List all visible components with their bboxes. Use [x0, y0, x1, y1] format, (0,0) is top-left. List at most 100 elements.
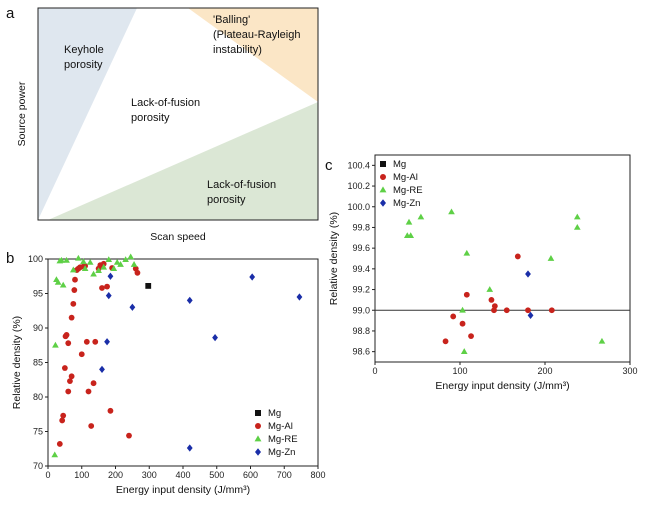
- mg-al-data-point: [59, 417, 66, 424]
- mg-re-data-point: [75, 254, 82, 261]
- y-axis-title: Relative density (%): [328, 212, 340, 305]
- mg-al-data-point: [70, 300, 77, 307]
- legend-marker-mg-zn: [255, 448, 261, 456]
- mg-al-data-point: [56, 441, 63, 447]
- mg-re-data-point: [69, 266, 77, 273]
- legend-label-mg-re: Mg-RE: [393, 185, 423, 196]
- mg-re-data-point: [573, 223, 581, 230]
- legend-marker-mg-re: [254, 435, 262, 442]
- y-tick-label: 99.4: [352, 264, 370, 274]
- panel-c-plot-frame: [374, 154, 631, 363]
- mg-zn-data-point: [249, 273, 256, 281]
- x-tick-label: 200: [108, 470, 123, 480]
- mg-al-data-point: [503, 307, 510, 314]
- mg-re-data-point: [117, 261, 124, 267]
- y-tick-label: 99.6: [352, 243, 370, 253]
- y-tick-label: 100.0: [347, 202, 370, 212]
- mg-zn-data-point: [525, 270, 531, 278]
- mg-al-data-point: [90, 380, 97, 387]
- mg-re-data-point: [417, 213, 425, 220]
- x-tick-label: 0: [45, 470, 50, 480]
- mg-al-data-point: [104, 283, 110, 290]
- y-tick-label: 70: [33, 461, 43, 471]
- x-tick-label: 0: [372, 366, 377, 376]
- y-tick-label: 99.8: [352, 222, 370, 232]
- mg-re-data-point: [460, 348, 468, 354]
- mg-re-data-point: [113, 258, 121, 265]
- panel-a-label: a: [6, 5, 15, 22]
- balling-region: [188, 8, 318, 102]
- legend-label-mg: Mg: [268, 408, 281, 419]
- mg-zn-data-point: [186, 444, 193, 452]
- mg-re-data-point: [58, 256, 65, 263]
- mg-re-data-point: [54, 278, 62, 285]
- mg-zn-data-point: [186, 296, 193, 305]
- mg-data-point: [145, 283, 152, 289]
- x-axis-title: Energy input density (J/mm³): [435, 380, 569, 392]
- mg-al-data-point: [442, 338, 449, 345]
- mg-re-data-point: [122, 256, 129, 263]
- legend-marker-mg-al: [380, 174, 386, 180]
- x-tick-label: 800: [310, 470, 325, 480]
- balling-label: 'Balling' (Plateau-Rayleigh instability): [213, 14, 304, 56]
- mg-re-data-point: [100, 263, 108, 270]
- legend-label-mg-re: Mg-RE: [268, 434, 298, 445]
- mg-al-data-point: [92, 338, 99, 345]
- mg-re-data-point: [90, 270, 97, 277]
- mg-zn-data-point: [99, 365, 105, 374]
- mg-al-data-point: [468, 333, 474, 340]
- legend-marker-mg-re: [379, 186, 387, 193]
- legend-marker-mg-al: [255, 423, 261, 429]
- y-tick-label: 98.6: [352, 347, 370, 357]
- mg-zn-data-point: [527, 311, 534, 320]
- y-tick-label: 95: [33, 289, 43, 299]
- mg-re-data-point: [80, 258, 87, 265]
- x-tick-label: 300: [142, 470, 157, 480]
- lack-of-fusion-center-label: Lack-of-fusion porosity: [131, 97, 203, 124]
- x-tick-label: 400: [175, 470, 190, 480]
- mg-re-data-point: [95, 267, 102, 274]
- mg-al-data-point: [68, 314, 75, 321]
- panel-b-label: b: [6, 250, 14, 267]
- legend-label-mg: Mg: [393, 159, 406, 170]
- mg-re-data-point: [52, 341, 59, 348]
- y-tick-label: 98.8: [352, 326, 370, 336]
- mg-al-data-point: [63, 332, 70, 338]
- mg-al-data-point: [107, 407, 114, 414]
- legend-marker-mg-zn: [380, 199, 386, 207]
- mg-zn-data-point: [212, 334, 218, 342]
- lack-of-fusion-lower-label: Lack-of-fusion porosity: [207, 179, 279, 206]
- mg-re-data-point: [81, 265, 89, 271]
- x-axis-title: Energy input density (J/mm³): [116, 484, 250, 496]
- mg-re-data-point: [59, 281, 67, 288]
- keyhole-label: Keyhole porosity: [64, 44, 107, 71]
- mg-zn-data-point: [105, 291, 112, 300]
- mg-re-data-point: [463, 249, 471, 256]
- y-tick-label: 99.2: [352, 285, 370, 295]
- mg-re-data-point: [448, 208, 455, 215]
- mg-re-data-point: [547, 255, 555, 261]
- legend-label-mg-al: Mg-Al: [393, 172, 418, 183]
- mg-al-data-point: [71, 287, 78, 293]
- mg-re-data-point: [105, 256, 113, 263]
- mg-al-data-point: [463, 291, 470, 298]
- mg-al-data-point: [85, 388, 92, 395]
- mg-al-data-point: [78, 351, 85, 358]
- mg-re-data-point: [573, 213, 581, 220]
- mg-re-data-point: [407, 232, 415, 239]
- panel-b-chart: 0 100 200 300 400 500 600 700 800 70 75 80 85 90 95 100…: [11, 253, 326, 496]
- legend-label-mg-zn: Mg-Zn: [268, 447, 295, 458]
- mg-al-data-point: [68, 373, 75, 380]
- mg-al-data-point: [459, 320, 466, 327]
- panel-a-frame: [37, 7, 319, 221]
- y-tick-label: 90: [33, 323, 43, 333]
- mg-re-data-point: [110, 265, 118, 271]
- mg-al-data-point: [65, 340, 72, 347]
- mg-re-data-point: [51, 451, 59, 458]
- y-tick-label: 75: [33, 427, 43, 437]
- y-tick-label: 100.2: [347, 181, 370, 191]
- mg-al-data-point: [88, 423, 95, 429]
- keyhole-region: [38, 8, 137, 220]
- mg-al-data-point: [72, 276, 78, 283]
